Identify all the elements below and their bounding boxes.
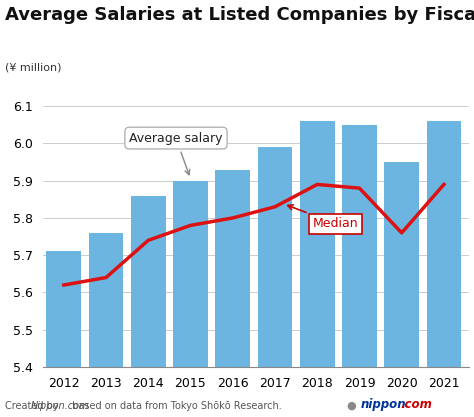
Text: Median: Median — [288, 205, 359, 230]
Text: Average salary: Average salary — [129, 132, 223, 175]
Bar — [300, 121, 335, 367]
Bar — [258, 147, 292, 367]
Bar — [342, 125, 377, 367]
Bar — [384, 162, 419, 367]
Bar — [46, 251, 81, 367]
Bar — [131, 196, 165, 367]
Text: Created by: Created by — [5, 401, 62, 411]
Bar — [89, 233, 123, 367]
Bar — [427, 121, 461, 367]
Text: nippon: nippon — [360, 398, 406, 411]
Bar — [215, 170, 250, 367]
Bar — [173, 181, 208, 367]
Text: Average Salaries at Listed Companies by Fiscal Year: Average Salaries at Listed Companies by … — [5, 6, 474, 24]
Text: (¥ million): (¥ million) — [5, 63, 61, 73]
Text: Nippon.com: Nippon.com — [31, 401, 90, 411]
Text: ●: ● — [346, 401, 356, 411]
Text: based on data from Tokyo Shōkō Research.: based on data from Tokyo Shōkō Research. — [69, 401, 282, 411]
Text: .com: .com — [401, 398, 432, 411]
